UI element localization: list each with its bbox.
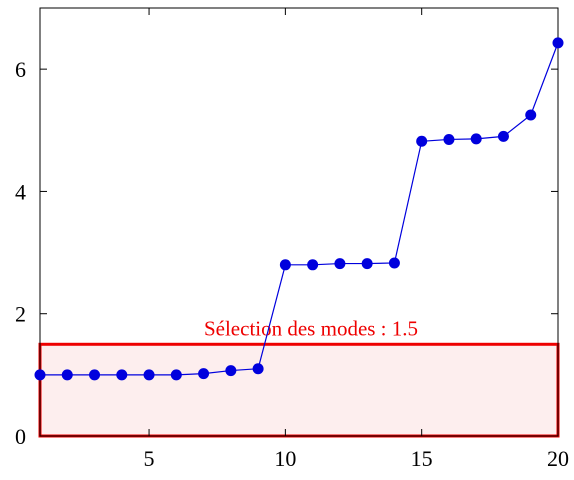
- selection-region: [38, 342, 560, 438]
- axes-layer: [39, 7, 559, 437]
- data-point: [388, 257, 400, 269]
- data-point: [307, 259, 319, 271]
- data-point: [416, 135, 428, 147]
- x-tick-label: 15: [411, 446, 433, 471]
- data-point: [497, 130, 509, 142]
- series-layer: [34, 37, 564, 381]
- y-tick-label: 0: [15, 424, 26, 449]
- tick-label-layer: 5 10 15 20 0 2 4 6: [15, 57, 569, 471]
- x-tick-label: 5: [144, 446, 155, 471]
- data-point: [170, 369, 182, 381]
- data-point: [361, 258, 373, 270]
- data-point: [552, 37, 564, 49]
- y-tick-label: 4: [15, 179, 26, 204]
- data-point: [143, 369, 155, 381]
- selection-annotation-label: Sélection des modes : 1.5: [204, 316, 418, 340]
- y-tick-label: 2: [15, 302, 26, 327]
- data-point: [525, 109, 537, 121]
- data-point: [252, 363, 264, 375]
- x-tick-label: 10: [274, 446, 296, 471]
- data-point: [198, 368, 210, 380]
- data-point: [34, 369, 46, 381]
- y-tick-label: 6: [15, 57, 26, 82]
- plot-frame: [39, 7, 559, 437]
- data-point: [116, 369, 128, 381]
- data-point: [334, 258, 346, 270]
- x-tick-label: 20: [547, 446, 569, 471]
- data-point: [89, 369, 101, 381]
- selection-region-layer: Sélection des modes : 1.5: [38, 316, 560, 438]
- data-point: [443, 133, 455, 145]
- data-point: [279, 259, 291, 271]
- data-point: [225, 365, 237, 377]
- data-point: [61, 369, 73, 381]
- data-point: [470, 133, 482, 145]
